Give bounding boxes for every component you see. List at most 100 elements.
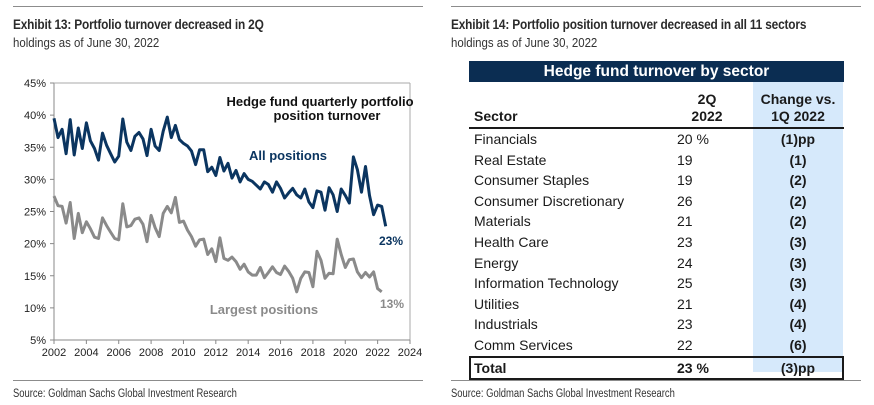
value-cell: 22 bbox=[677, 336, 693, 353]
x-tick-label: 2008 bbox=[139, 347, 163, 359]
chart-title-line-2: position turnover bbox=[274, 108, 381, 123]
table-total-row: Total 23 % (3)pp bbox=[469, 355, 844, 380]
table-row: Industrials 23 (4) bbox=[469, 314, 844, 335]
value-cell: 21 bbox=[677, 295, 693, 312]
sector-turnover-table: Hedge fund turnover by sector Sector 2Q … bbox=[469, 61, 844, 380]
value-cell: 24 bbox=[677, 254, 693, 271]
value-cell: 20 % bbox=[677, 131, 709, 147]
highlight-column bbox=[753, 82, 843, 372]
y-tick-label: 35% bbox=[24, 142, 46, 154]
exhibit-14-panel: Exhibit 14: Portfolio position turnover … bbox=[440, 0, 874, 405]
series-lines bbox=[52, 115, 388, 294]
x-axis: 2002 2004 2006 2008 2010 2012 2014 2016 2018 2020… bbox=[42, 339, 422, 359]
value-cell: 25 bbox=[677, 275, 693, 292]
y-tick-label: 40% bbox=[24, 110, 46, 122]
value-cell: 19 bbox=[677, 151, 693, 168]
change-cell: (1)pp bbox=[780, 131, 816, 147]
table-header-row: Sector 2Q 2022 Change vs. 1Q 2022 bbox=[469, 82, 844, 129]
exhibit-title: Exhibit 14: Portfolio position turnover … bbox=[451, 17, 807, 32]
table-row: Materials 21 (2) bbox=[469, 211, 844, 232]
column-header-change: Change vs. 1Q 2022 bbox=[753, 91, 843, 125]
table-row: Real Estate 19 (1) bbox=[469, 150, 844, 171]
x-tick-label: 2010 bbox=[171, 347, 195, 359]
exhibit-subtitle: holdings as of June 30, 2022 bbox=[451, 35, 598, 50]
y-axis: 5% 10% 15% 20% 25% 30% 35% 40% 45% bbox=[24, 78, 411, 347]
chart-title-line-1: Hedge fund quarterly portfolio bbox=[226, 94, 413, 109]
change-cell: (3) bbox=[789, 233, 807, 250]
column-header-change-line-1: Change vs. bbox=[760, 91, 836, 107]
sector-cell: Comm Services bbox=[474, 336, 573, 353]
table-row: Consumer Staples 19 (2) bbox=[469, 170, 844, 191]
sector-cell: Industrials bbox=[474, 316, 538, 333]
sector-cell: Health Care bbox=[474, 233, 549, 250]
table-row: Financials 20 % (1)pp bbox=[469, 129, 844, 150]
sector-cell: Real Estate bbox=[474, 151, 547, 168]
column-header-2q-line-2: 2022 bbox=[691, 108, 723, 124]
y-tick-label: 15% bbox=[24, 271, 46, 283]
bottom-rule bbox=[13, 380, 423, 381]
source-note: Source: Goldman Sachs Global Investment … bbox=[451, 388, 675, 400]
end-label-largest-positions: 13% bbox=[380, 297, 404, 311]
value-cell: 26 bbox=[677, 192, 693, 209]
x-tick-label: 2004 bbox=[74, 347, 98, 359]
column-header-2q-2022: 2Q 2022 bbox=[677, 91, 737, 125]
end-label-all-positions: 23% bbox=[379, 234, 403, 248]
sector-cell: Financials bbox=[474, 131, 538, 147]
change-cell: (3) bbox=[789, 254, 807, 271]
series-line-all-positions bbox=[52, 115, 388, 227]
value-cell: 21 bbox=[677, 213, 693, 230]
x-tick-label: 2006 bbox=[106, 347, 130, 359]
table-row: Utilities 21 (4) bbox=[469, 294, 844, 315]
table-row: Health Care 23 (3) bbox=[469, 232, 844, 253]
change-cell: (4) bbox=[789, 295, 807, 312]
top-rule bbox=[13, 6, 423, 7]
column-header-change-line-2: 1Q 2022 bbox=[771, 108, 825, 124]
x-tick-label: 2012 bbox=[204, 347, 228, 359]
x-tick-label: 2024 bbox=[398, 347, 422, 359]
series-line-largest-positions bbox=[52, 195, 383, 294]
change-cell: (1) bbox=[789, 151, 807, 168]
x-tick-label: 2018 bbox=[301, 347, 325, 359]
x-tick-label: 2020 bbox=[333, 347, 357, 359]
y-tick-label: 45% bbox=[24, 78, 46, 90]
y-tick-label: 25% bbox=[24, 207, 46, 219]
bottom-rule bbox=[451, 380, 861, 381]
value-cell: 19 bbox=[677, 172, 693, 189]
sector-cell: Information Technology bbox=[474, 275, 619, 292]
change-cell: (4) bbox=[789, 316, 807, 333]
series-label-all-positions: All positions bbox=[249, 148, 327, 163]
sector-cell: Materials bbox=[474, 213, 531, 230]
change-cell: (6) bbox=[789, 336, 807, 353]
x-tick-label: 2022 bbox=[365, 347, 389, 359]
total-sector: Total bbox=[474, 359, 507, 376]
column-header-2q-line-1: 2Q bbox=[697, 91, 717, 107]
total-change: (3)pp bbox=[780, 359, 816, 376]
table-row: Information Technology 25 (3) bbox=[469, 273, 844, 294]
total-value: 23 % bbox=[677, 359, 709, 376]
chart-annotations: Hedge fund quarterly portfolio position … bbox=[210, 94, 414, 317]
sector-cell: Consumer Staples bbox=[474, 172, 590, 189]
exhibit-subtitle: holdings as of June 30, 2022 bbox=[13, 35, 160, 50]
change-cell: (2) bbox=[789, 213, 807, 230]
sector-cell: Consumer Discretionary bbox=[474, 192, 625, 209]
value-cell: 23 bbox=[677, 233, 693, 250]
sector-cell: Energy bbox=[474, 254, 519, 271]
table-row: Comm Services 22 (6) bbox=[469, 335, 844, 356]
change-cell: (2) bbox=[789, 192, 807, 209]
sector-cell: Utilities bbox=[474, 295, 520, 312]
exhibit-title: Exhibit 13: Portfolio turnover decreased… bbox=[13, 17, 264, 32]
y-tick-label: 20% bbox=[24, 239, 46, 251]
series-label-largest-positions: Largest positions bbox=[210, 302, 318, 317]
y-tick-label: 30% bbox=[24, 174, 46, 186]
change-cell: (2) bbox=[789, 172, 807, 189]
y-tick-label: 5% bbox=[30, 335, 46, 347]
y-tick-label: 10% bbox=[24, 303, 46, 315]
x-tick-label: 2016 bbox=[268, 347, 292, 359]
change-cell: (3) bbox=[789, 275, 807, 292]
table-body: Financials 20 % (1)pp Real Estate 19 (1) Consu… bbox=[469, 129, 844, 356]
turnover-line-chart: 5% 10% 15% 20% 25% 30% 35% 40% 45% 2002 2004 2006 2… bbox=[24, 78, 422, 359]
x-tick-label: 2002 bbox=[42, 347, 66, 359]
value-cell: 23 bbox=[677, 316, 693, 333]
column-header-sector: Sector bbox=[474, 108, 518, 124]
source-note: Source: Goldman Sachs Global Investment … bbox=[13, 388, 237, 400]
